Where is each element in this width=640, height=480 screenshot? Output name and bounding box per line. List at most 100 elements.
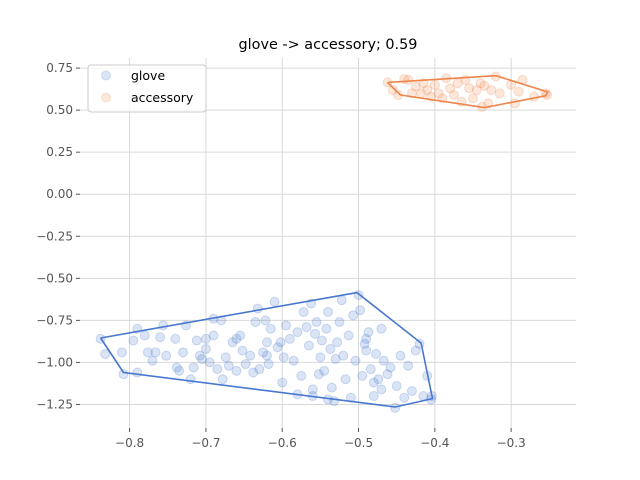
data-point-glove xyxy=(261,350,272,361)
data-point-glove xyxy=(373,374,384,385)
data-point-glove xyxy=(231,365,242,376)
y-tick-label: 0.25 xyxy=(46,145,73,159)
data-point-accessory xyxy=(464,83,475,94)
data-point-glove xyxy=(326,382,337,393)
data-point-glove xyxy=(223,360,234,371)
data-point-glove xyxy=(235,330,246,341)
data-point-accessory xyxy=(542,90,553,100)
data-point-glove xyxy=(252,303,263,314)
data-point-accessory xyxy=(406,88,417,99)
data-point-glove xyxy=(217,374,228,385)
data-point-glove xyxy=(142,347,153,358)
data-point-glove xyxy=(245,350,256,361)
data-point-glove xyxy=(355,305,366,316)
data-point-accessory xyxy=(479,80,490,91)
data-point-glove xyxy=(200,333,211,344)
data-point-glove xyxy=(261,337,272,348)
data-point-glove xyxy=(139,330,150,341)
data-point-glove xyxy=(158,320,169,331)
chart-title: glove -> accessory; 0.59 xyxy=(239,37,418,53)
data-point-glove xyxy=(100,349,111,359)
x-tick-label: −0.4 xyxy=(420,436,449,450)
y-tick-label: 0.00 xyxy=(46,187,73,201)
data-point-glove xyxy=(185,374,196,385)
data-point-glove xyxy=(403,360,414,371)
data-point-glove xyxy=(212,364,223,375)
data-point-glove xyxy=(191,335,202,346)
series-accessory xyxy=(382,71,553,112)
data-point-glove xyxy=(197,354,208,365)
data-point-glove xyxy=(227,337,238,348)
data-point-glove xyxy=(361,345,372,356)
data-point-glove xyxy=(311,317,322,328)
data-point-glove xyxy=(325,343,336,354)
data-point-accessory xyxy=(445,83,456,94)
data-point-glove xyxy=(385,362,396,373)
data-point-glove xyxy=(298,306,309,317)
data-point-accessory xyxy=(433,88,444,99)
data-point-glove xyxy=(353,290,364,301)
data-point-glove xyxy=(250,317,261,328)
data-point-glove xyxy=(382,369,393,380)
axes: −0.8 −0.7 −0.6 −0.5 −0.4 −0.3 0.75 0.50 0.25 0.00… xyxy=(36,61,525,450)
data-point-accessory xyxy=(410,81,421,92)
data-point-glove xyxy=(272,342,283,353)
data-point-glove xyxy=(338,350,349,361)
data-point-glove xyxy=(395,350,406,361)
data-point-glove xyxy=(368,391,379,402)
data-point-accessory xyxy=(403,74,414,85)
data-point-glove xyxy=(336,295,347,306)
data-point-glove xyxy=(204,357,215,368)
legend: glove accessory xyxy=(87,64,207,113)
data-point-glove xyxy=(237,345,248,356)
legend-label-glove: glove xyxy=(131,68,165,83)
data-point-glove xyxy=(150,347,161,358)
y-tick-label: −1.00 xyxy=(36,355,73,369)
data-point-glove xyxy=(376,384,387,395)
y-tick-label: −0.75 xyxy=(36,313,73,327)
data-point-glove xyxy=(321,323,332,334)
data-point-accessory xyxy=(387,84,398,95)
data-point-glove xyxy=(200,343,211,354)
data-point-glove xyxy=(303,340,314,351)
data-point-glove xyxy=(301,322,312,333)
data-point-glove xyxy=(368,377,379,388)
data-point-glove xyxy=(220,352,231,363)
data-point-glove xyxy=(254,364,265,375)
data-point-glove xyxy=(345,392,356,403)
data-point-glove xyxy=(406,386,417,396)
data-point-glove xyxy=(365,364,376,375)
data-point-glove xyxy=(174,365,185,376)
data-point-glove xyxy=(319,365,330,376)
y-tick-label: −0.50 xyxy=(36,271,73,285)
data-point-glove xyxy=(399,392,410,403)
x-tick-label: −0.3 xyxy=(497,436,526,450)
data-point-glove xyxy=(307,384,318,395)
data-point-glove xyxy=(269,296,280,307)
data-point-glove xyxy=(390,402,401,413)
data-point-accessory xyxy=(471,84,482,95)
data-point-glove xyxy=(316,335,327,346)
data-point-glove xyxy=(275,337,286,348)
data-point-accessory xyxy=(494,88,505,99)
data-point-glove xyxy=(128,335,139,346)
data-point-glove xyxy=(323,306,333,317)
hull-glove xyxy=(99,291,434,408)
data-point-glove xyxy=(170,333,181,344)
grid xyxy=(80,58,576,428)
data-point-glove xyxy=(371,349,382,359)
data-point-accessory xyxy=(475,78,486,89)
data-point-glove xyxy=(410,345,421,356)
data-point-glove xyxy=(357,370,368,381)
data-point-glove xyxy=(248,367,259,378)
data-point-glove xyxy=(292,327,303,338)
data-point-accessory xyxy=(429,79,440,90)
data-point-glove xyxy=(330,354,341,365)
x-tick-label: −0.8 xyxy=(115,436,144,450)
data-point-glove xyxy=(363,327,374,338)
series-glove xyxy=(95,290,437,413)
data-point-glove xyxy=(118,369,129,380)
data-point-glove xyxy=(278,352,289,363)
legend-box xyxy=(87,64,207,113)
